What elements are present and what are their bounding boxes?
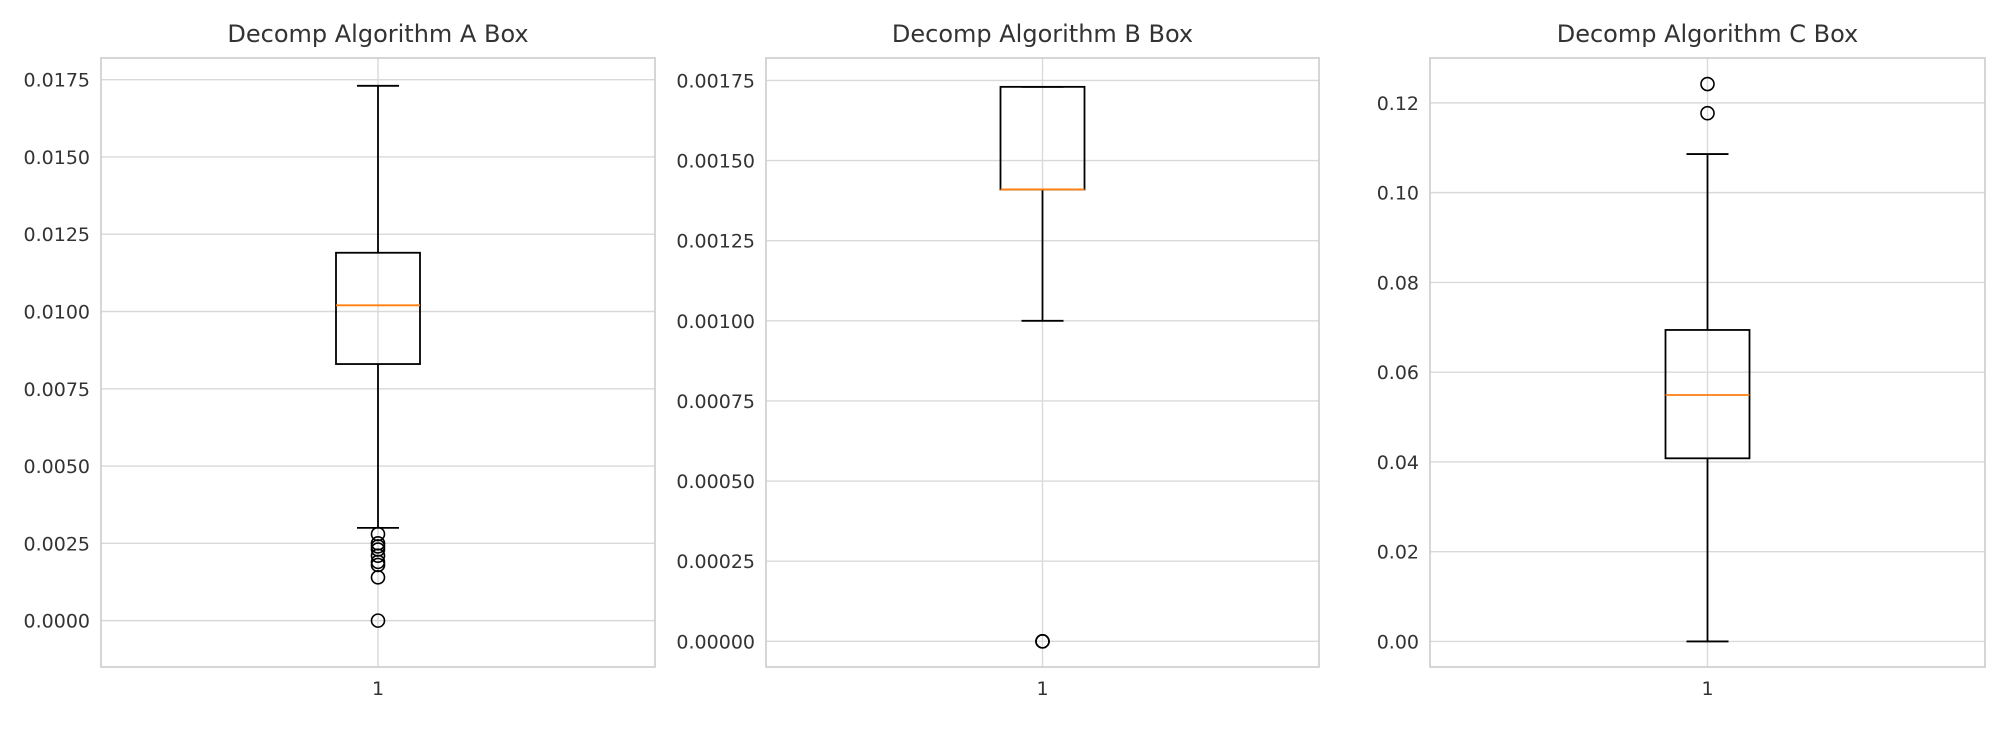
y-tick-label: 0.0025 [24, 533, 90, 555]
y-tick-label: 0.02 [1377, 542, 1419, 564]
y-tick-label: 0.00150 [676, 151, 755, 173]
chart-title: Decomp Algorithm A Box [227, 20, 528, 48]
y-tick-label: 0.0050 [24, 456, 90, 478]
iqr-box [335, 251, 421, 365]
axes-frame [100, 57, 656, 668]
y-tick-label: 0.04 [1377, 452, 1419, 474]
y-tick-label: 0.00050 [676, 471, 755, 493]
y-tick-label: 0.00025 [676, 551, 755, 573]
y-tick-label: 0.0125 [24, 224, 90, 246]
x-tick-label: 1 [1036, 678, 1048, 700]
outlier-point [1700, 76, 1715, 92]
y-tick-label: 0.00075 [676, 391, 755, 413]
y-tick-label: 0.00100 [676, 311, 755, 333]
y-tick-label: 0.00000 [676, 631, 755, 653]
y-tick-label: 0.0150 [24, 147, 90, 169]
outlier-point [1700, 105, 1715, 121]
x-tick-label: 1 [372, 678, 384, 700]
y-tick-label: 0.12 [1377, 93, 1419, 115]
outlier-point [370, 613, 386, 628]
y-tick-label: 0.10 [1377, 183, 1419, 205]
y-tick-label: 0.00125 [676, 231, 755, 253]
y-tick-label: 0.00175 [676, 70, 755, 92]
chart-panel-3: 0.00 0.02 0.04 0.06 0.08 0.10 0.12 1 Decomp Algo… [1377, 20, 1986, 700]
outlier-point [1035, 634, 1050, 649]
y-tick-label: 0.08 [1377, 272, 1419, 294]
y-tick-label: 0.06 [1377, 362, 1419, 384]
y-tick-label: 0.0175 [24, 70, 90, 92]
x-tick-label: 1 [1701, 678, 1713, 700]
y-tick-label: 0.00 [1377, 631, 1419, 653]
y-tick-label: 0.0075 [24, 379, 90, 401]
outlier-point [370, 548, 386, 564]
y-tick-label: 0.0100 [24, 301, 90, 323]
outlier-point [370, 570, 386, 585]
chart-title: Decomp Algorithm B Box [892, 20, 1193, 48]
y-tick-label: 0.0000 [24, 611, 90, 633]
axes-frame [765, 57, 1320, 668]
chart-title: Decomp Algorithm C Box [1557, 20, 1859, 48]
chart-panel-1: 0.0000 0.0025 0.0050 0.0075 0.0100 0.0125 0.01… [24, 20, 656, 700]
chart-panel-2: 0.00000 0.00025 0.00050 0.00075 0.00100 0.001… [676, 20, 1320, 700]
axes-frame [1429, 57, 1986, 668]
